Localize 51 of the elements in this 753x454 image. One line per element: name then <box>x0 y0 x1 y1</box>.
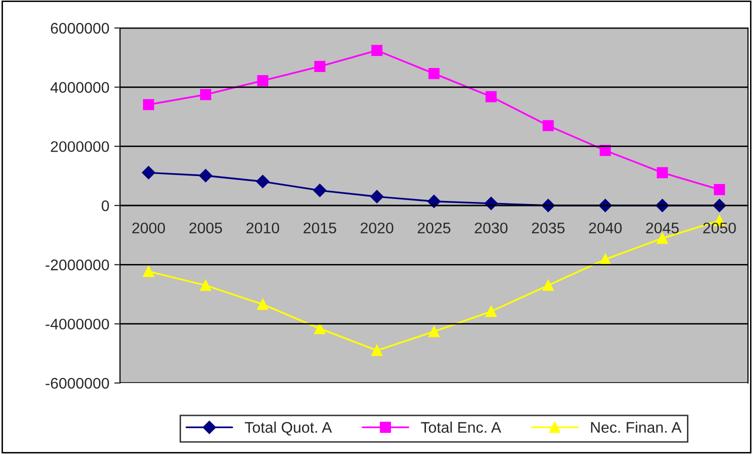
point <box>428 68 440 80</box>
x-tick-label: 2015 <box>304 222 336 234</box>
y-tick-label: 4000000 <box>50 82 109 93</box>
y-tick-label: 6000000 <box>50 22 109 34</box>
y-tick-label: 0 <box>102 200 109 212</box>
x-tick-label: 2020 <box>360 222 394 234</box>
point <box>486 306 497 317</box>
point <box>313 184 326 197</box>
point <box>314 323 326 334</box>
x-tick-label: 2010 <box>246 222 280 234</box>
y-tick-label: 2000000 <box>50 141 109 152</box>
point <box>200 89 212 100</box>
x-tick-label: 2040 <box>589 222 622 234</box>
point <box>542 120 554 132</box>
point <box>142 166 156 180</box>
point <box>371 44 382 56</box>
point <box>199 169 212 182</box>
x-tick-label: 2045 <box>646 222 679 234</box>
x-tick-label: 2050 <box>703 222 736 234</box>
point <box>370 190 384 204</box>
point <box>542 280 554 291</box>
point <box>142 266 154 278</box>
x-tick-label: 2000 <box>132 222 165 234</box>
point <box>656 232 668 244</box>
point <box>200 280 212 291</box>
point <box>600 144 611 156</box>
point <box>656 167 668 178</box>
x-tick-label: 2025 <box>418 222 450 234</box>
point <box>486 91 497 102</box>
legend-label: Total Quot. A <box>244 422 332 436</box>
x-tick-label: 2005 <box>189 222 222 234</box>
legend-label: Nec. Finan. A <box>591 422 682 433</box>
point <box>142 99 154 110</box>
legend-label: Total Enc. A <box>420 422 502 433</box>
point <box>257 298 268 310</box>
point <box>484 196 498 210</box>
x-tick-label: 2030 <box>474 222 508 234</box>
point <box>256 174 270 188</box>
y-tick-label: -4000000 <box>46 318 109 330</box>
point <box>598 198 612 212</box>
point <box>314 60 326 72</box>
point <box>371 344 382 356</box>
point <box>257 75 268 86</box>
point <box>656 198 669 212</box>
point <box>542 198 555 212</box>
point <box>427 194 441 208</box>
point <box>428 326 440 338</box>
point <box>714 184 726 196</box>
y-tick-label: -2000000 <box>46 260 109 270</box>
y-tick-label: -6000000 <box>46 378 109 389</box>
x-tick-label: 2035 <box>532 222 565 234</box>
